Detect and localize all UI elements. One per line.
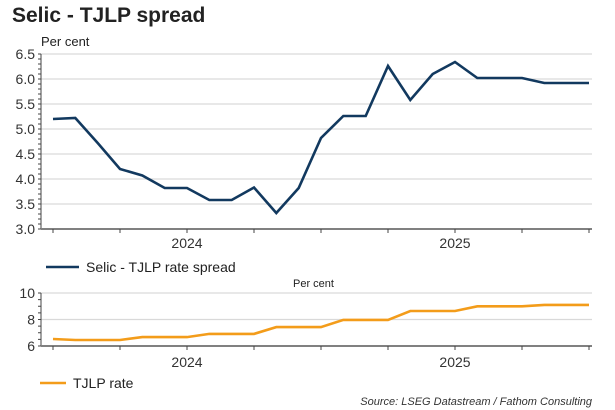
legend-spread: Selic - TJLP rate spread (46, 259, 236, 275)
top-unit-label: Per cent (41, 34, 90, 49)
bottom-ytick-label: 10 (19, 285, 35, 301)
top-xtick-label: 2024 (171, 235, 202, 251)
top-xtick-label: 2025 (439, 235, 470, 251)
top-ytick-label: 6.5 (16, 46, 36, 62)
top-ytick-label: 4.5 (16, 146, 36, 162)
top-ytick-label: 3.0 (16, 221, 36, 237)
legend-tjlp-label: TJLP rate (73, 375, 134, 391)
bottom-panel: 6 8 10 2024 2025 (19, 285, 592, 370)
source-note: Source: LSEG Datastream / Fathom Consult… (360, 396, 593, 408)
bottom-xtick-label: 2024 (171, 354, 202, 370)
top-series-line (52, 60, 589, 215)
bottom-ytick-label: 8 (27, 312, 35, 328)
top-ytick-label: 3.5 (16, 196, 36, 212)
top-ytick-label: 6.0 (16, 71, 36, 87)
bottom-unit-label: Per cent (293, 278, 334, 290)
chart-title: Selic - TJLP spread (12, 4, 205, 27)
bottom-ytick-label: 6 (27, 338, 35, 354)
bottom-series-line (52, 303, 589, 342)
top-ytick-label: 4.0 (16, 171, 36, 187)
legend-spread-label: Selic - TJLP rate spread (86, 259, 236, 275)
legend-tjlp: TJLP rate (40, 375, 134, 391)
bottom-xtick-label: 2025 (439, 354, 470, 370)
top-panel: 3.0 3.5 4.0 4.5 5.0 5.5 6.0 6.5 2024 2025 (16, 46, 592, 251)
top-ytick-label: 5.0 (16, 121, 36, 137)
top-ytick-label: 5.5 (16, 96, 36, 112)
